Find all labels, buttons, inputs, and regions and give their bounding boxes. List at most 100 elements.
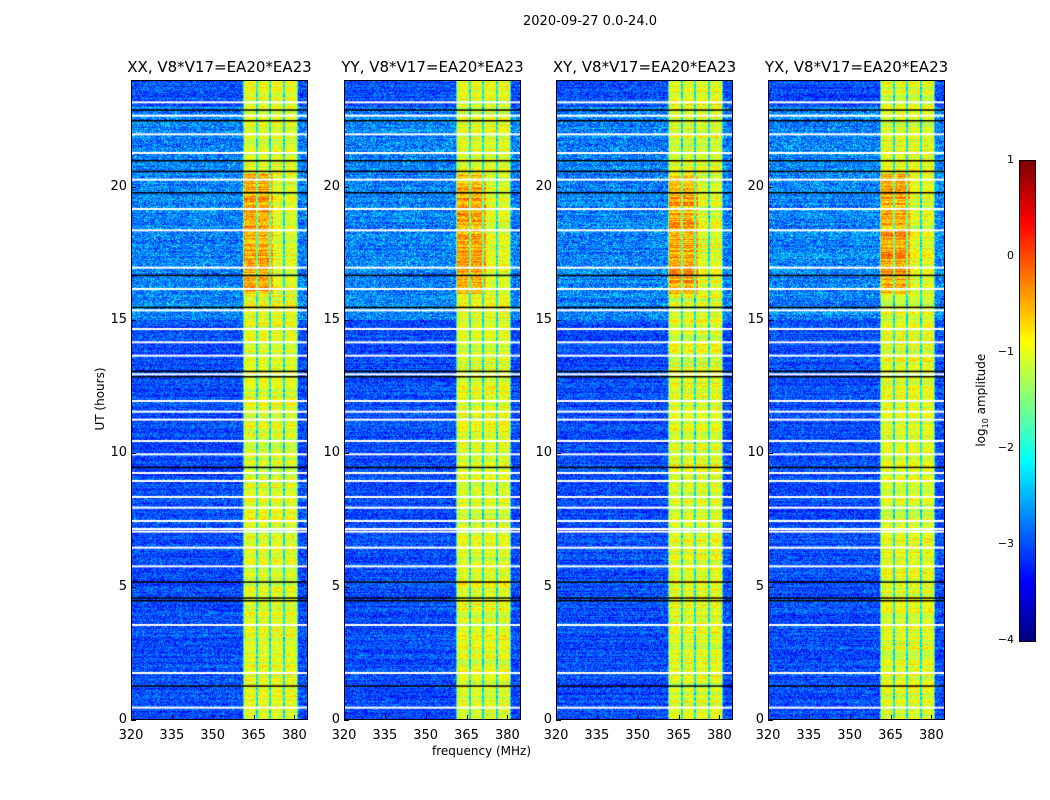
x-tick-mark — [212, 715, 214, 720]
y-tick-mark — [768, 186, 773, 188]
y-tick-label: 10 — [747, 445, 764, 461]
colorbar-tick-label: −3 — [997, 537, 1014, 550]
panel-2: XY, V8*V17=EA20*EA23 320 335 350 365 380 0 5 10 1… — [535, 58, 736, 743]
x-tick-mark — [637, 715, 639, 720]
x-tick-label: 380 — [706, 728, 732, 743]
y-tick-mark — [344, 720, 349, 721]
y-tick-label: 15 — [323, 312, 340, 327]
x-tick-label: 320 — [118, 728, 144, 743]
x-tick-mark — [384, 715, 386, 720]
x-tick-mark — [253, 715, 255, 720]
x-tick-label: 320 — [543, 728, 569, 743]
y-tick-mark — [344, 453, 349, 455]
y-tick-label: 5 — [543, 578, 552, 594]
panel-title: XY, V8*V17=EA20*EA23 — [552, 58, 737, 76]
x-tick-mark — [719, 715, 721, 720]
x-tick-mark — [808, 715, 810, 720]
x-tick-mark — [425, 715, 427, 720]
y-tick-label: 15 — [535, 312, 552, 327]
x-tick-mark — [849, 715, 851, 720]
y-tick-label: 5 — [755, 578, 764, 594]
y-tick-mark — [768, 320, 773, 321]
y-tick-mark — [768, 453, 773, 455]
panel-title: YY, V8*V17=EA20*EA23 — [341, 58, 524, 76]
y-tick-mark — [768, 720, 773, 721]
y-tick-label: 20 — [110, 178, 127, 194]
x-tick-label: 320 — [331, 728, 357, 743]
y-tick-mark — [768, 586, 773, 588]
x-tick-label: 350 — [837, 728, 863, 743]
y-tick-label: 10 — [110, 445, 127, 461]
y-tick-label: 10 — [535, 445, 552, 461]
x-axis-label: frequency (MHz) — [432, 744, 532, 758]
x-tick-label: 380 — [281, 728, 307, 743]
y-tick-mark — [556, 186, 561, 188]
y-tick-label: 0 — [755, 712, 764, 727]
x-tick-label: 380 — [918, 728, 944, 743]
y-tick-mark — [556, 586, 561, 588]
heatmap-2 — [556, 80, 733, 720]
y-tick-label: 10 — [323, 445, 340, 461]
y-tick-label: 20 — [747, 178, 764, 194]
y-tick-label: 20 — [323, 178, 340, 194]
colorbar-tick-label: 1 — [1007, 153, 1014, 166]
y-tick-mark — [131, 453, 136, 455]
heatmap-1 — [344, 80, 521, 720]
x-tick-mark — [890, 715, 892, 720]
y-tick-label: 15 — [110, 312, 127, 327]
panel-3: YX, V8*V17=EA20*EA23 320 335 350 365 380 0 5 10 1… — [747, 58, 948, 743]
y-tick-mark — [131, 320, 136, 321]
x-tick-label: 335 — [159, 728, 185, 743]
y-tick-label: 5 — [118, 578, 127, 594]
y-tick-mark — [131, 186, 136, 188]
x-tick-mark — [678, 715, 680, 720]
x-tick-mark — [344, 715, 345, 720]
x-tick-label: 335 — [372, 728, 398, 743]
x-tick-mark — [596, 715, 598, 720]
x-tick-label: 365 — [666, 728, 691, 743]
x-tick-label: 320 — [755, 728, 781, 743]
x-tick-label: 335 — [796, 728, 822, 743]
x-tick-label: 365 — [241, 728, 266, 743]
y-tick-label: 15 — [747, 312, 764, 327]
y-tick-mark — [344, 320, 349, 321]
x-tick-mark — [466, 715, 468, 720]
x-tick-mark — [294, 715, 296, 720]
y-tick-label: 5 — [331, 578, 340, 594]
colorbar-tick-label: 0 — [1007, 249, 1014, 262]
x-tick-label: 350 — [413, 728, 439, 743]
y-axis-label: UT (hours) — [93, 367, 107, 431]
x-tick-mark — [507, 715, 509, 720]
colorbar — [1019, 160, 1036, 642]
heatmap-0 — [131, 80, 308, 720]
x-tick-label: 335 — [584, 728, 610, 743]
colorbar-tick-label: −4 — [997, 633, 1014, 646]
y-tick-mark — [556, 720, 561, 721]
y-tick-label: 0 — [543, 712, 552, 727]
x-tick-mark — [768, 715, 769, 720]
panel-title: YX, V8*V17=EA20*EA23 — [764, 58, 949, 76]
panel-1: YY, V8*V17=EA20*EA23 320 335 350 365 380 0 5 10 1… — [323, 58, 523, 743]
colorbar-tick-label: −2 — [997, 441, 1014, 454]
x-tick-mark — [131, 715, 132, 720]
y-tick-label: 0 — [331, 712, 340, 727]
colorbar-label: log10 amplitude — [973, 353, 991, 447]
colorbar-tick-label: −1 — [997, 345, 1014, 358]
x-tick-label: 365 — [878, 728, 903, 743]
panel-0: XX, V8*V17=EA20*EA23 320 335 350 365 380 0 5 10 1… — [110, 58, 311, 743]
x-tick-mark — [931, 715, 933, 720]
heatmap-3 — [768, 80, 945, 720]
y-tick-mark — [131, 720, 136, 721]
panel-title: XX, V8*V17=EA20*EA23 — [127, 58, 312, 76]
x-tick-mark — [171, 715, 173, 720]
x-tick-mark — [556, 715, 557, 720]
y-tick-mark — [344, 186, 349, 188]
x-tick-label: 380 — [494, 728, 520, 743]
y-tick-mark — [344, 586, 349, 588]
y-tick-mark — [131, 586, 136, 588]
y-tick-mark — [556, 320, 561, 321]
y-tick-label: 20 — [535, 178, 552, 194]
y-tick-mark — [556, 453, 561, 455]
figure-title: 2020-09-27 0.0-24.0 — [523, 14, 657, 29]
